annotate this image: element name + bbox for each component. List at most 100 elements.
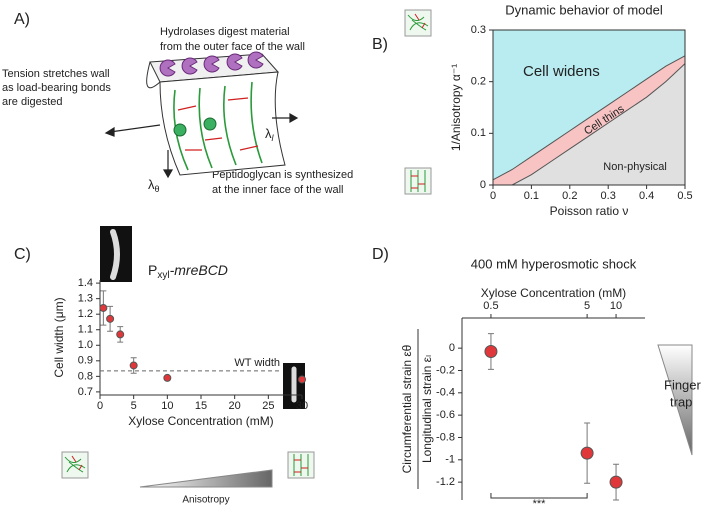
- x-tick-label: 0.2: [562, 190, 577, 202]
- lambda: λ: [265, 126, 272, 141]
- plot-frame: [492, 29, 686, 186]
- x-tick-label: 5: [584, 300, 590, 312]
- x-tick-label: 0.5: [483, 300, 498, 312]
- y-tick-label: -1.2: [436, 476, 455, 488]
- label-part: P: [148, 262, 157, 278]
- anisotropy-wedge: [139, 469, 273, 488]
- data-point: [580, 446, 594, 460]
- data-point: [129, 361, 138, 370]
- y-tick-label: 0.7: [78, 386, 93, 398]
- synthases: [173, 117, 217, 137]
- y-tick-label: -0.4: [436, 387, 455, 399]
- x-tick-label: 0: [97, 400, 103, 412]
- label-part: -mreBCD: [170, 262, 228, 278]
- reference-label: WT width: [234, 357, 280, 369]
- data-point: [99, 303, 108, 312]
- region: [493, 63, 685, 186]
- hydrolase-text: from the outer face of the wall: [160, 41, 305, 53]
- x-tick-label: 0.5: [677, 190, 692, 202]
- y-tick-label: 0: [480, 179, 486, 191]
- panel-label: D): [372, 246, 389, 263]
- data-point: [609, 475, 623, 489]
- y-tick-label: 1.0: [78, 339, 93, 351]
- region: [493, 55, 685, 186]
- y-tick-label: 1.3: [78, 293, 93, 305]
- data-point: [484, 344, 498, 358]
- tension-text: are digested: [2, 96, 63, 108]
- bottom-label: Anisotropy: [182, 495, 229, 506]
- y-tick-label: 0.3: [471, 24, 486, 36]
- region-label: Cell widens: [523, 63, 600, 80]
- lambda: λ: [148, 177, 155, 192]
- x-tick-label: 20: [229, 400, 241, 412]
- chart-title: 400 mM hyperosmotic shock: [471, 256, 637, 271]
- data-point: [298, 375, 306, 384]
- side-label: trap: [670, 394, 692, 409]
- significance-label: ***: [533, 498, 547, 509]
- x-axis-label: Poisson ratio ν: [550, 204, 629, 218]
- data-point: [116, 330, 125, 339]
- chart-title: Dynamic behavior of model: [505, 2, 663, 17]
- x-tick-label: 30: [296, 400, 308, 412]
- x-tick-label: 0: [490, 190, 496, 202]
- x-tick-label: 0.4: [639, 190, 654, 202]
- boundary-line: [493, 63, 686, 186]
- data-point: [163, 373, 172, 382]
- micrographs: [100, 226, 305, 409]
- wall-front: [159, 71, 286, 176]
- wall-edge: [146, 61, 161, 89]
- x-tick-label: 10: [161, 400, 173, 412]
- y-tick-label: 0.2: [471, 76, 486, 88]
- y-axis-label: Longitudinal strain εₗ: [420, 355, 434, 463]
- y-tick-label: -0.6: [436, 409, 455, 421]
- y-axis-label: 1/Anisotropy α⁻¹: [449, 64, 463, 151]
- strain-label: Pxyl-mreBCD: [148, 262, 228, 281]
- lambda-sub: l: [272, 133, 275, 143]
- y-axis-label: Circumferential strain εθ: [400, 344, 414, 473]
- significance-bracket: [490, 493, 588, 499]
- x-tick-label: 25: [262, 400, 274, 412]
- hydrolases: [159, 51, 264, 77]
- boundary-line: [492, 55, 686, 181]
- x-tick-label: 5: [131, 400, 137, 412]
- x-tick-label: 0.1: [524, 190, 539, 202]
- x-tick-label: 15: [195, 400, 207, 412]
- synthesis-text: Peptidoglycan is synthesized: [212, 169, 353, 181]
- y-tick-label: 1.2: [78, 308, 93, 320]
- tension-text: Tension stretches wall: [2, 68, 110, 80]
- x-axis-label: Xylose Concentration (mM): [481, 286, 626, 300]
- y-tick-label: 0: [449, 342, 455, 354]
- lambda-theta: λθ: [148, 177, 160, 194]
- y-tick-label: 0.8: [78, 370, 93, 382]
- label-part: xyl: [157, 270, 169, 281]
- region-label: Non-physical: [603, 161, 667, 173]
- y-axis-label: Cell width (μm): [52, 297, 66, 377]
- y-tick-label: 0.9: [78, 355, 93, 367]
- data-point: [106, 314, 115, 323]
- finger-trap-wedge: [657, 344, 693, 456]
- y-tick-label: 0.1: [471, 127, 486, 139]
- lambda-l: λl: [265, 126, 275, 143]
- x-tick-label: 0.3: [601, 190, 616, 202]
- panel-label: A): [14, 11, 30, 28]
- lambda-sub: θ: [155, 184, 160, 194]
- network-icons: [61, 9, 432, 479]
- y-tick-label: 1.1: [78, 324, 93, 336]
- x-tick-label: 10: [610, 300, 622, 312]
- y-tick-label: -1: [445, 454, 455, 466]
- side-label: Finger: [664, 377, 702, 392]
- y-tick-label: -0.8: [436, 431, 455, 443]
- panel-label: B): [372, 36, 388, 53]
- x-axis-label: Xylose Concentration (mM): [128, 414, 273, 428]
- crosslinks: [177, 97, 259, 151]
- y-tick-label: -0.2: [436, 364, 455, 376]
- tension-text: as load-bearing bonds: [2, 82, 111, 94]
- hydrolase-text: Hydrolases digest material: [160, 26, 290, 38]
- wall-diagram: A) Hydrolases digest material from the o…: [2, 11, 353, 196]
- y-tick-label: 1.4: [78, 277, 93, 289]
- synthesis-text: at the inner face of the wall: [212, 184, 343, 196]
- arrows: [104, 112, 299, 179]
- region: [493, 30, 685, 180]
- panel-label: C): [14, 246, 31, 263]
